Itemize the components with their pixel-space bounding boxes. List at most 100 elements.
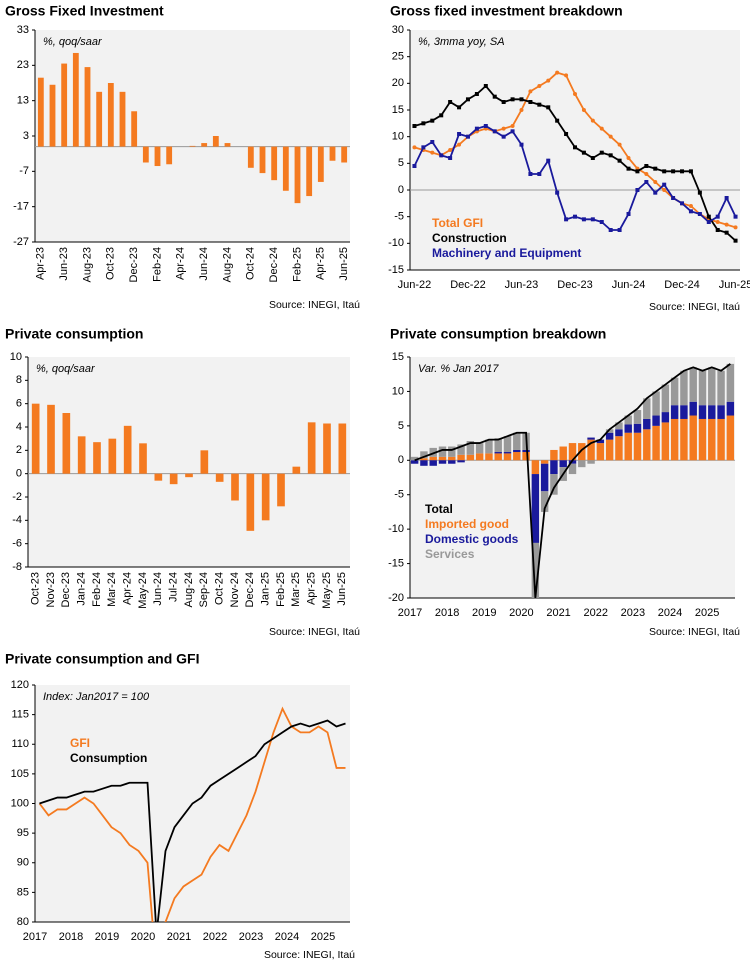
marker [635, 188, 640, 192]
chart-title: Gross fixed investment breakdown [390, 3, 623, 19]
bar-segment [420, 460, 428, 466]
marker [653, 166, 658, 171]
marker [448, 100, 453, 104]
marker [492, 94, 497, 99]
x-tick-label: Apr-25 [306, 572, 318, 605]
legend-entry: Machinery and Equipment [432, 246, 581, 260]
x-tick-label: 2019 [95, 931, 119, 943]
bar [189, 145, 196, 147]
x-tick-label: 2019 [472, 607, 496, 619]
series-line [38, 706, 346, 922]
bar-segment [633, 423, 642, 433]
bar-segment [624, 432, 632, 461]
marker [573, 214, 577, 219]
series-line [39, 719, 346, 922]
marker [564, 217, 569, 222]
y-tick-label: 95 [17, 827, 29, 839]
bar-segment [550, 474, 558, 495]
legend-entry: Construction [432, 231, 507, 245]
y-tick-label: 15 [392, 351, 404, 363]
bar-segment [652, 415, 660, 426]
bar [282, 146, 289, 191]
marker [688, 169, 693, 174]
x-tick-label: Feb-25 [275, 572, 287, 607]
x-tick-label: Jun-24 [152, 572, 164, 606]
marker [617, 142, 622, 147]
bar [93, 442, 101, 474]
marker [617, 228, 622, 232]
bar-segment [540, 463, 549, 492]
y-tick-label: -27 [13, 236, 29, 248]
x-tick-label: 2025 [695, 607, 719, 619]
y-tick-label: 15 [392, 104, 404, 116]
bar-segment [698, 418, 707, 461]
bar-segment [420, 458, 428, 461]
chart-title: Private consumption breakdown [390, 326, 606, 342]
bar-segment [448, 456, 456, 461]
y-tick-label: 10 [392, 385, 404, 397]
bar [139, 443, 147, 474]
bar-segment [661, 412, 670, 423]
bar [277, 473, 285, 507]
bar-segment [568, 460, 577, 464]
bar-segment [568, 443, 577, 461]
marker [528, 89, 533, 94]
bar-segment [680, 405, 688, 419]
x-tick-label: Jun-25 [336, 572, 348, 606]
marker [733, 225, 738, 230]
legend-entry: Consumption [70, 751, 147, 765]
bar-segment [717, 405, 725, 419]
bar [294, 146, 301, 204]
subtitle: %, qoq/saar [43, 36, 103, 48]
marker [510, 124, 515, 128]
marker [662, 182, 667, 187]
marker [581, 217, 586, 222]
bar-segment [587, 437, 595, 440]
y-tick-label: 115 [11, 709, 29, 721]
y-tick-label: -7 [19, 165, 29, 177]
y-tick-label: 0 [398, 454, 404, 466]
source-note: Source: INEGI, Itaú [649, 301, 740, 313]
source-note: Source: INEGI, Itaú [269, 299, 360, 311]
bar [131, 111, 138, 147]
bar-segment [448, 446, 456, 457]
marker [546, 105, 551, 110]
x-tick-label: Oct-24 [214, 572, 226, 605]
marker [644, 172, 649, 176]
marker [528, 172, 533, 176]
legend-entry: GFI [70, 736, 90, 750]
marker [483, 84, 488, 88]
bar-segment [550, 449, 558, 461]
marker [644, 180, 649, 184]
y-tick-label: 23 [17, 59, 29, 71]
bar [154, 473, 163, 481]
bar [323, 423, 331, 474]
bar [246, 473, 255, 531]
chart-panel: Private consumption -8 -6 -4 -2 0 2 4 6 8 10 Oct-23… [5, 326, 360, 638]
x-tick-label: Oct-24 [245, 247, 257, 280]
bar-segment [457, 454, 465, 461]
x-tick-label: 2023 [239, 931, 263, 943]
marker [465, 97, 470, 102]
subtitle: Var. % Jan 2017 [418, 363, 499, 375]
marker [617, 158, 622, 163]
bar [231, 473, 239, 501]
x-tick-label: 2021 [546, 607, 570, 619]
bar-segment [531, 474, 540, 543]
y-tick-label: 33 [17, 24, 29, 36]
bar-segment [680, 418, 688, 461]
x-tick-label: Jan-25 [260, 572, 272, 606]
plot-marks [410, 363, 735, 598]
bar-segment [652, 425, 660, 461]
marker [537, 172, 542, 176]
bar-segment [568, 463, 577, 475]
bar-segment [513, 452, 521, 461]
x-tick-label: 2022 [203, 931, 227, 943]
bar [306, 146, 313, 197]
source-note: Source: INEGI, Itaú [269, 626, 360, 638]
marker [537, 84, 542, 88]
x-tick-label: Nov-24 [229, 572, 241, 607]
x-tick-label: 2023 [621, 607, 645, 619]
bar-segment [689, 415, 697, 461]
x-tick-label: Jun-24 [198, 247, 210, 281]
